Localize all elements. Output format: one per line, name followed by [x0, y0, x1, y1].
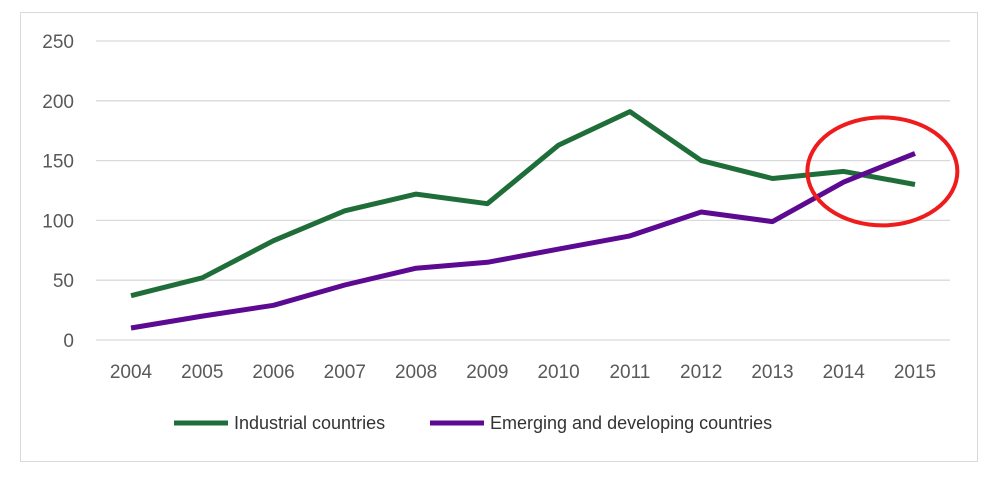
x-tick-label: 2013 — [751, 362, 793, 383]
y-axis-ticks: 0 50 100 150 200 250 — [42, 32, 74, 352]
annotation — [805, 115, 960, 228]
legend-label: Industrial countries — [234, 413, 385, 433]
x-tick-label: 2011 — [609, 362, 650, 383]
legend-label: Emerging and developing countries — [490, 413, 772, 433]
x-tick-label: 2007 — [324, 362, 366, 383]
y-tick-label: 250 — [42, 32, 74, 53]
x-axis-ticks: 2004 2005 2006 2007 2008 2009 2010 2011 2012 2013… — [110, 362, 936, 383]
y-tick-label: 50 — [53, 271, 74, 292]
x-tick-label: 2009 — [466, 362, 508, 383]
x-tick-label: 2014 — [823, 362, 866, 383]
x-tick-label: 2010 — [537, 362, 579, 383]
x-tick-label: 2004 — [110, 362, 153, 383]
series-line-2 — [130, 151, 916, 331]
y-tick-label: 150 — [42, 152, 74, 173]
x-tick-label: 2012 — [680, 362, 722, 383]
gridlines — [96, 40, 950, 341]
y-tick-label: 200 — [42, 92, 74, 113]
x-tick-label: 2015 — [894, 362, 936, 383]
x-tick-label: 2008 — [395, 362, 437, 383]
y-tick-label: 0 — [63, 331, 74, 352]
highlight-ellipse — [805, 115, 960, 228]
chart-frame — [20, 12, 978, 462]
legend: Industrial countries Emerging and develop… — [174, 413, 772, 433]
x-tick-label: 2006 — [252, 362, 294, 383]
y-tick-label: 100 — [42, 211, 74, 232]
series-line-1 — [130, 109, 916, 299]
series-lines — [130, 109, 916, 331]
x-tick-label: 2005 — [181, 362, 223, 383]
